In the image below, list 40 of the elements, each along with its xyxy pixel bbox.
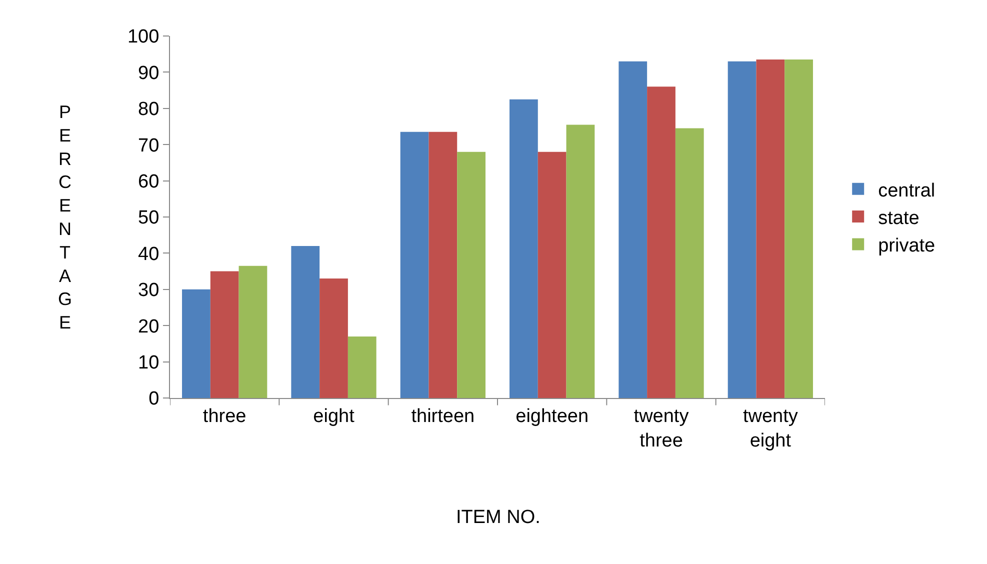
y-tick-label: 60 <box>138 171 160 192</box>
y-tick-label: 10 <box>138 352 160 374</box>
y-tick-label: 0 <box>148 388 160 410</box>
x-tick-label: thirteen <box>411 406 475 427</box>
bar <box>457 152 486 398</box>
bar <box>320 278 348 398</box>
x-tick-label: eight <box>313 406 356 427</box>
y-tick-label: 70 <box>138 135 160 156</box>
y-tick-label: 30 <box>138 280 160 302</box>
x-tick-label: twenty eight <box>742 406 798 452</box>
bar <box>210 271 239 398</box>
legend-label: private <box>878 236 936 257</box>
bar <box>238 266 268 398</box>
legend-label: state <box>878 208 920 229</box>
bar <box>291 246 320 398</box>
bar <box>728 61 756 398</box>
y-tick-label: 50 <box>138 208 160 229</box>
text: PERCENTAGE <box>58 102 72 333</box>
y-tick-label: 90 <box>138 62 160 84</box>
y-tick-label: 80 <box>138 99 160 120</box>
x-axis-title: ITEM NO. <box>456 507 540 528</box>
bar <box>182 289 210 398</box>
bar <box>428 132 458 398</box>
bar <box>675 128 704 398</box>
bar <box>538 152 566 398</box>
x-tick-label: twenty three <box>634 406 690 452</box>
y-tick-label: 100 <box>127 26 160 48</box>
x-tick-label: three <box>202 406 246 427</box>
bar <box>756 60 785 398</box>
bar <box>510 99 538 398</box>
y-tick-label: 20 <box>138 316 160 338</box>
bar <box>566 124 595 398</box>
bar <box>348 336 376 398</box>
y-tick-label: 40 <box>138 244 160 265</box>
bar <box>784 60 813 398</box>
bar <box>647 86 676 398</box>
bar <box>618 61 648 398</box>
bar <box>400 132 429 398</box>
legend-label: central <box>878 180 936 202</box>
x-tick-label: eighteen <box>516 406 589 427</box>
